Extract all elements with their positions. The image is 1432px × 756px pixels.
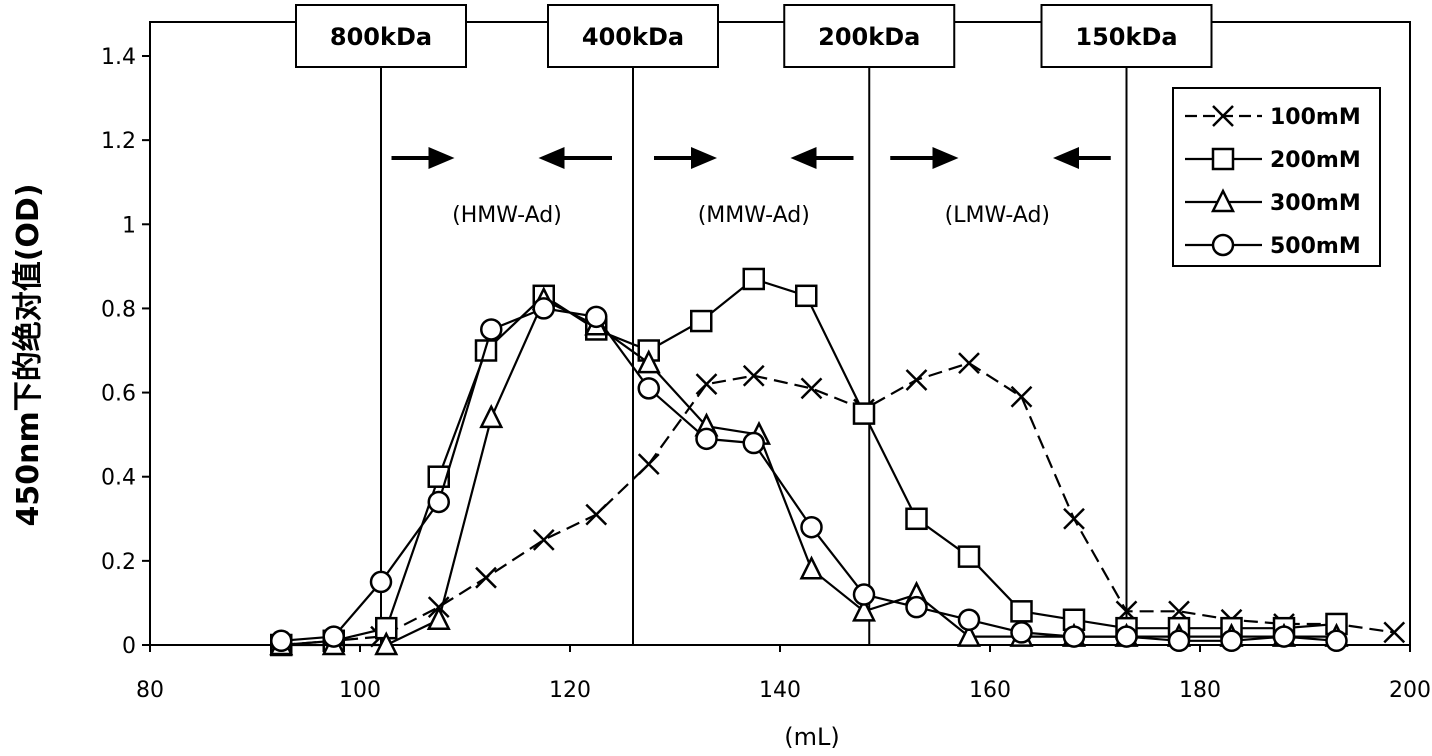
mw-label: 150kDa [1075,23,1177,51]
mw-box: 150kDa [1042,5,1212,67]
series-layer [271,269,1404,655]
data-point [907,597,927,617]
data-point [476,568,496,588]
x-tick-label: 120 [549,678,591,703]
data-point [1327,631,1347,651]
x-tick-label: 140 [759,678,801,703]
data-point [371,572,391,592]
data-point [1274,627,1294,647]
mw-box: 800kDa [296,5,466,67]
legend-label: 200mM [1270,148,1361,173]
data-point [1012,601,1032,621]
data-point [802,517,822,537]
data-point [854,404,874,424]
mw-label: 800kDa [330,23,432,51]
arrow [654,147,717,169]
data-point [959,353,979,373]
arrow [539,147,613,169]
data-point [796,286,816,306]
data-point [481,319,501,339]
data-point [802,558,822,578]
data-point [534,298,554,318]
data-point [586,307,606,327]
data-point [1012,622,1032,642]
region-label: (MMW-Ad) [698,203,810,228]
region-arrows [392,147,1111,169]
series-line [281,279,1336,645]
x-tick-label: 80 [136,678,164,703]
legend-label: 100mM [1270,105,1361,130]
x-tick-label: 100 [339,678,381,703]
data-point [639,378,659,398]
data-point [959,610,979,630]
arrow-head [539,147,565,169]
arrow-head [691,147,717,169]
y-tick-label: 0.4 [101,466,136,491]
arrow-head [791,147,817,169]
data-point [907,509,927,529]
data-point [481,407,501,427]
data-point [324,627,344,647]
legend-marker [1213,149,1233,169]
region-labels: (HMW-Ad) (MMW-Ad) (LMW-Ad) [452,203,1050,228]
chart: (HMW-Ad) (MMW-Ad) (LMW-Ad) 800kDa 400kDa 200… [0,0,1432,756]
arrow-head [1053,147,1079,169]
arrow [890,147,958,169]
data-point [1169,631,1189,651]
data-point [1384,622,1404,642]
molecular-weight-boxes: 800kDa 400kDa 200kDa 150kDa [296,5,1212,67]
arrow [1053,147,1111,169]
data-point [744,433,764,453]
data-point [429,492,449,512]
data-point [744,366,764,386]
legend-marker [1213,235,1233,255]
legend-label: 500mM [1270,234,1361,259]
legend-label: 300mM [1270,191,1361,216]
x-tick-label: 180 [1179,678,1221,703]
region-label: (LMW-Ad) [945,203,1050,228]
mw-label: 200kDa [818,23,920,51]
y-tick-label: 0.6 [101,382,136,407]
data-point [586,505,606,525]
region-label: (HMW-Ad) [452,203,562,228]
arrow-head [933,147,959,169]
x-tick-label: 160 [969,678,1011,703]
data-point [1012,387,1032,407]
arrow [392,147,455,169]
data-point [1117,627,1137,647]
data-point [697,429,717,449]
y-tick-label: 0.2 [101,550,136,575]
data-point [907,370,927,390]
data-point [1222,631,1242,651]
y-tick-label: 0.8 [101,297,136,322]
data-point [854,585,874,605]
series-200mM [271,269,1346,655]
data-point [691,311,711,331]
arrow-head [429,147,455,169]
data-point [1064,509,1084,529]
y-axis-title: 450nm下的绝对值(OD) [11,183,46,526]
y-tick-label: 0 [122,634,136,659]
arrow [791,147,854,169]
x-axis-title: (mL) [784,723,839,751]
legend: 100mM 200mM 300mM 500mM [1173,88,1380,266]
data-point [534,530,554,550]
mw-box: 400kDa [548,5,718,67]
data-point [959,547,979,567]
y-tick-label: 1.4 [101,45,136,70]
mw-label: 400kDa [582,23,684,51]
data-point [271,631,291,651]
data-point [744,269,764,289]
y-axis: 0 0.2 0.4 0.6 0.8 1 1.2 1.4 [101,45,150,659]
y-tick-label: 1 [122,213,136,238]
x-tick-label: 200 [1389,678,1431,703]
y-tick-label: 1.2 [101,129,136,154]
data-point [639,454,659,474]
data-point [697,374,717,394]
data-point [802,378,822,398]
mw-box: 200kDa [784,5,954,67]
data-point [1064,627,1084,647]
